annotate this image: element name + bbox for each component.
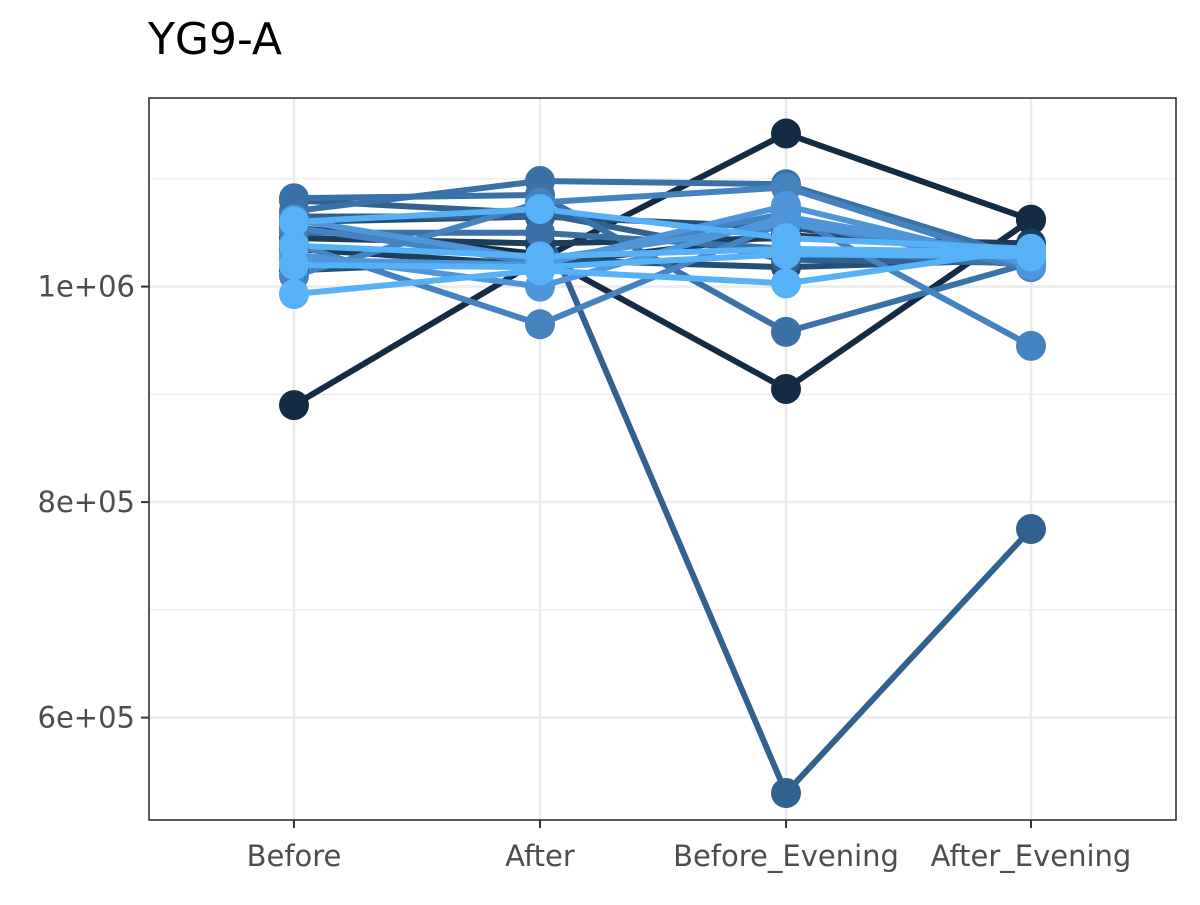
data-point — [279, 390, 309, 421]
axis-ticks — [141, 285, 1032, 828]
x-tick-label: Before_Evening — [673, 839, 899, 873]
data-point — [525, 217, 555, 248]
panel-border — [148, 97, 1177, 821]
chart-title: YG9-A — [148, 14, 282, 65]
data-point — [1016, 241, 1046, 272]
data-point — [771, 201, 801, 232]
x-tick-label: After_Evening — [931, 839, 1132, 873]
data-point — [279, 250, 309, 281]
y-axis-tick-labels: 6e+05 8e+05 1e+06 — [38, 270, 136, 735]
data-point — [771, 373, 801, 404]
data-point — [771, 268, 801, 299]
data-point — [525, 309, 555, 340]
series-line-18 — [293, 245, 1032, 298]
data-point — [1016, 330, 1046, 361]
x-axis-tick-labels: Before After Before_Evening After_Evening — [247, 839, 1132, 873]
y-tick-label: 8e+05 — [38, 485, 136, 519]
series-line-20 — [293, 242, 1032, 260]
data-point — [279, 183, 309, 214]
minor-grid — [149, 178, 1176, 611]
data-point — [525, 193, 555, 224]
data-point — [771, 118, 801, 149]
data-point — [771, 316, 801, 347]
data-point — [525, 252, 555, 283]
y-tick-label: 6e+05 — [38, 701, 136, 735]
x-tick-label: Before — [247, 839, 342, 873]
series-line-8 — [294, 213, 1034, 797]
data-point — [771, 778, 801, 809]
series-line-19 — [293, 205, 1032, 252]
data-point — [1016, 204, 1046, 235]
data-point — [1016, 514, 1046, 545]
data-point — [771, 239, 801, 270]
series-points — [279, 118, 1046, 809]
data-point — [279, 279, 309, 310]
y-tick-label: 1e+06 — [38, 270, 136, 304]
series-line-21 — [293, 251, 1032, 271]
series-lines — [292, 130, 1034, 797]
x-tick-label: After — [505, 839, 575, 873]
data-point — [279, 206, 309, 237]
